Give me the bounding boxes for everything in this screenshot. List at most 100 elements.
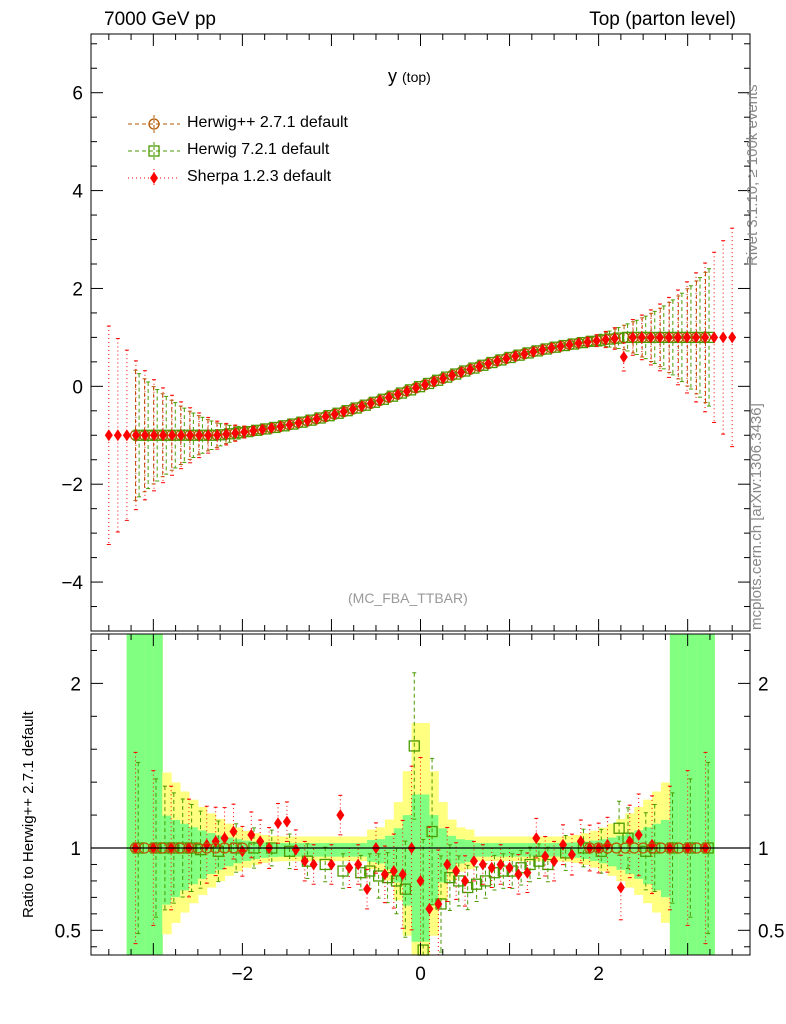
band-inner — [429, 815, 439, 906]
sherpa-marker — [511, 350, 520, 363]
band-inner — [527, 843, 537, 857]
band-inner — [367, 840, 377, 862]
sherpa-marker — [496, 858, 505, 871]
band-inner — [358, 843, 368, 857]
band-inner — [509, 843, 519, 857]
sherpa-marker — [601, 333, 610, 346]
sherpa-marker — [529, 345, 538, 358]
sherpa-marker — [294, 416, 303, 429]
header-right: Top (parton level) — [589, 9, 736, 30]
band-inner — [420, 794, 430, 942]
herwig7-marker — [613, 822, 625, 834]
sherpa-marker — [567, 848, 576, 861]
sherpa-marker — [683, 331, 692, 344]
sherpa-marker — [240, 426, 249, 439]
sherpa-marker — [249, 424, 258, 437]
band-inner — [135, 634, 145, 955]
band-inner — [188, 827, 199, 885]
ratio-ytick-label: 0.5 — [55, 921, 81, 942]
sherpa-marker — [276, 420, 285, 433]
sherpa-marker — [309, 858, 318, 871]
band-inner — [696, 634, 706, 955]
band-inner — [304, 843, 315, 857]
plot-title: y (top) — [388, 66, 431, 87]
band-inner — [313, 843, 324, 857]
sherpa-marker — [204, 429, 213, 442]
sherpa-marker — [330, 408, 339, 421]
band-inner — [571, 842, 582, 858]
sherpa-marker — [523, 866, 532, 879]
sherpa-marker — [149, 429, 158, 442]
sherpa-marker — [625, 835, 634, 848]
sherpa-marker — [550, 855, 559, 868]
sherpa-marker — [457, 366, 466, 379]
sherpa-marker — [300, 855, 309, 868]
sherpa-marker — [673, 331, 682, 344]
band-inner — [616, 835, 626, 870]
band-inner — [687, 634, 698, 955]
main-ytick-label: 2 — [72, 279, 83, 300]
sherpa-marker — [556, 340, 565, 353]
sherpa-marker — [574, 337, 583, 350]
band-inner — [402, 815, 413, 906]
legend-label-herwig7: Herwig 7.2.1 default — [187, 141, 330, 158]
band-inner — [554, 843, 564, 857]
legend — [128, 115, 180, 187]
sherpa-marker — [448, 369, 457, 382]
axes: −4 −2 0 2 4 6 −2 0 2 0.5 0.5 1 1 2 2 — [55, 33, 784, 985]
sherpa-marker — [247, 828, 256, 841]
plot-title-main: y — [388, 66, 397, 86]
sherpa-marker — [583, 335, 592, 348]
band-inner — [482, 843, 493, 857]
sherpa-marker — [363, 883, 372, 896]
sherpa-marker — [461, 874, 470, 887]
sherpa-marker — [487, 861, 496, 874]
sherpa-marker — [113, 429, 122, 442]
sherpa-marker — [719, 331, 728, 344]
band-inner — [126, 634, 137, 955]
sherpa-marker — [547, 341, 556, 354]
sherpa-marker — [312, 412, 321, 425]
band-inner — [473, 843, 484, 857]
sherpa-marker — [502, 352, 511, 365]
herwig7-marker — [444, 871, 456, 884]
herwig7-marker — [524, 858, 536, 871]
band-inner — [260, 842, 270, 858]
sherpa-marker — [274, 817, 283, 830]
sherpa-marker — [321, 410, 330, 423]
ratio-series — [129, 672, 714, 956]
rivet-label: Rivet 3.1.10, ≥ 100k events — [744, 84, 761, 266]
main-ytick-label: 0 — [72, 377, 83, 398]
sherpa-marker — [345, 861, 354, 874]
herwig7-marker — [148, 145, 160, 157]
main-ytick-label: −4 — [61, 573, 83, 594]
sherpa-marker — [538, 343, 547, 356]
band-inner — [331, 843, 341, 857]
sherpa-marker — [256, 835, 265, 848]
analysis-annotation: (MC_FBA_TTBAR) — [348, 590, 468, 606]
sherpa-marker — [150, 172, 158, 184]
herwig7-marker — [212, 845, 224, 857]
band-inner — [669, 634, 680, 955]
herwig7-marker — [479, 875, 492, 887]
sherpa-marker — [177, 429, 186, 442]
band-inner — [491, 843, 502, 857]
sherpa-marker — [478, 858, 487, 871]
band-inner — [269, 842, 279, 858]
band-inner — [411, 794, 421, 942]
sherpa-marker — [282, 815, 291, 828]
sherpa-marker — [140, 429, 149, 442]
sherpa-marker — [493, 354, 502, 367]
herwig7-marker — [390, 875, 403, 887]
herwigpp-marker — [148, 118, 160, 130]
band-inner — [607, 837, 617, 867]
sherpa-marker — [195, 429, 204, 442]
band-inner — [536, 843, 546, 857]
band-inner — [438, 828, 448, 883]
sherpa-marker — [357, 400, 366, 413]
ratio-ylabel: Ratio to Herwig++ 2.7.1 default — [20, 711, 37, 918]
band-inner — [393, 828, 404, 883]
sherpa-marker — [616, 881, 625, 894]
herwig7-marker — [408, 740, 420, 752]
